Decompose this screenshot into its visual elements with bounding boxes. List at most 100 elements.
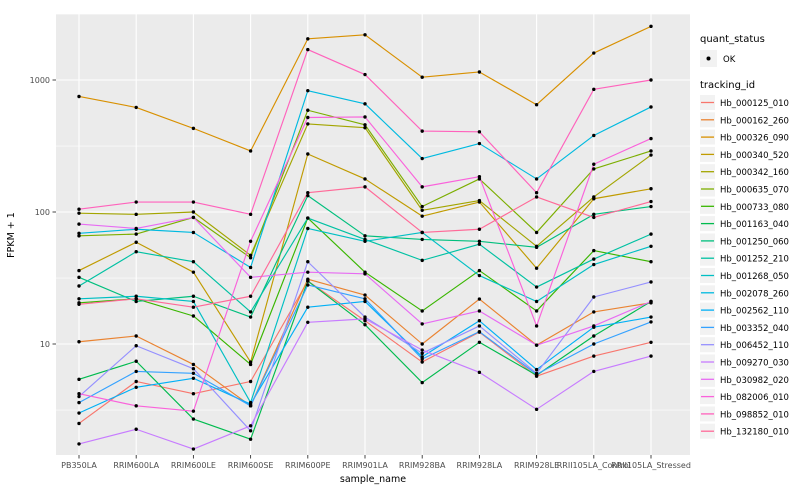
- x-tick-label: RRIM901LA: [342, 461, 388, 470]
- data-point: [248, 253, 253, 257]
- data-point: [77, 94, 81, 99]
- data-point: [306, 320, 310, 325]
- data-point: [592, 167, 596, 171]
- x-tick-label: RRIM600LA: [113, 461, 159, 470]
- data-point: [248, 437, 253, 441]
- data-point: [306, 193, 310, 198]
- data-point: [420, 156, 424, 161]
- data-point: [649, 354, 653, 358]
- data-point: [592, 133, 596, 138]
- data-point: [477, 268, 482, 273]
- data-point: [649, 260, 653, 264]
- data-point: [306, 270, 310, 274]
- data-point: [306, 122, 310, 126]
- data-point: [134, 105, 138, 110]
- data-point: [649, 199, 653, 204]
- data-point: [77, 268, 81, 273]
- data-point: [191, 210, 196, 214]
- x-tick-label: RRIM928BA: [399, 461, 446, 470]
- data-point: [534, 324, 539, 328]
- data-point: [477, 309, 482, 313]
- legend-label: Hb_132180_010: [720, 428, 789, 438]
- data-point: [77, 284, 81, 288]
- data-point: [248, 360, 253, 364]
- legend-label: Hb_002078_260: [720, 289, 789, 299]
- data-point: [420, 208, 424, 213]
- data-point: [592, 87, 596, 92]
- data-point: [420, 360, 424, 364]
- data-point: [534, 407, 539, 412]
- data-point: [134, 226, 138, 231]
- legend-label: Hb_001250_060: [720, 237, 789, 247]
- data-point: [306, 108, 310, 112]
- legend-label: Hb_000635_070: [720, 186, 789, 196]
- data-point: [477, 273, 482, 278]
- data-point: [77, 231, 81, 235]
- x-tick-label: RRIM928LE: [514, 461, 559, 470]
- data-point: [134, 200, 138, 204]
- y-axis-title: FPKM + 1: [6, 212, 17, 258]
- data-point: [592, 162, 596, 166]
- legend-label: Hb_000733_080: [720, 203, 789, 213]
- data-point: [592, 248, 596, 253]
- data-point: [248, 310, 253, 314]
- data-point: [420, 380, 424, 385]
- data-point: [420, 237, 424, 242]
- data-point: [420, 309, 424, 313]
- data-point: [134, 385, 138, 389]
- data-point: [134, 334, 138, 338]
- data-point: [420, 351, 424, 356]
- data-point: [248, 315, 253, 319]
- data-point: [306, 152, 310, 156]
- data-point: [134, 344, 138, 348]
- data-point: [649, 232, 653, 236]
- data-point: [477, 324, 482, 328]
- data-point: [649, 78, 653, 82]
- data-point: [248, 256, 253, 260]
- data-point: [306, 283, 310, 287]
- data-point: [534, 195, 539, 199]
- data-point: [77, 442, 81, 446]
- data-point: [477, 319, 482, 323]
- y-tick-label: 1000: [30, 76, 50, 85]
- data-point: [420, 322, 424, 326]
- data-point: [592, 369, 596, 374]
- legend-label: Hb_000326_090: [720, 134, 789, 144]
- legend-label: Hb_082006_010: [720, 393, 789, 403]
- x-tick-label: PB350LA: [61, 461, 97, 470]
- data-point: [477, 370, 482, 375]
- data-point: [477, 130, 482, 134]
- data-point: [306, 279, 310, 283]
- data-point: [363, 33, 367, 37]
- data-point: [363, 234, 367, 238]
- data-point: [191, 392, 196, 396]
- data-point: [363, 123, 367, 127]
- data-point: [248, 265, 253, 270]
- data-point: [306, 47, 310, 52]
- data-point: [420, 204, 424, 209]
- data-point: [306, 305, 310, 309]
- data-point: [134, 404, 138, 408]
- data-point: [592, 215, 596, 220]
- data-point: [134, 379, 138, 384]
- data-point: [477, 340, 482, 345]
- data-point: [191, 270, 196, 274]
- data-point: [649, 315, 653, 319]
- data-point: [77, 377, 81, 382]
- data-point: [534, 230, 539, 235]
- data-point: [534, 245, 539, 250]
- data-point: [134, 369, 138, 374]
- data-point: [77, 302, 81, 306]
- data-point: [306, 37, 310, 41]
- data-point: [77, 340, 81, 344]
- data-point: [306, 115, 310, 120]
- data-point: [248, 239, 253, 243]
- data-point: [420, 357, 424, 361]
- data-point: [77, 211, 81, 215]
- data-point: [592, 324, 596, 328]
- data-point: [191, 362, 196, 367]
- data-point: [248, 212, 253, 217]
- x-axis-title: sample_name: [340, 474, 406, 485]
- data-point: [191, 126, 196, 131]
